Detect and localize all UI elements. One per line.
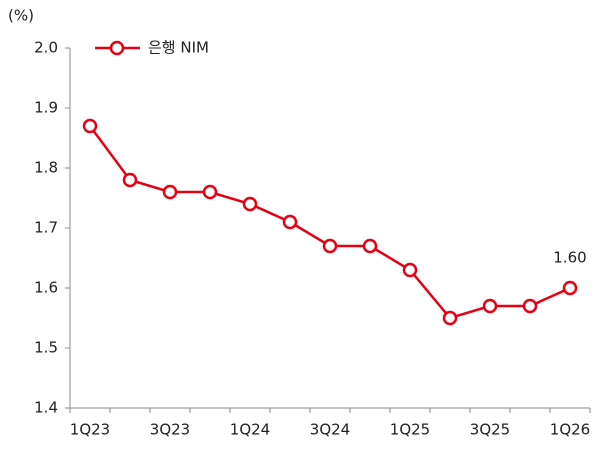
point: [82, 118, 98, 134]
point: [442, 310, 458, 326]
data-label: 1.60: [553, 249, 586, 267]
point: [162, 184, 178, 200]
point: [402, 262, 418, 278]
legend-label: 은행 NIM: [148, 39, 209, 57]
point: [242, 196, 258, 212]
series-line: [88, 125, 571, 320]
x-tick-label: 1Q24: [230, 421, 270, 439]
x-tick-label: 1Q26: [550, 421, 590, 439]
point: [482, 298, 498, 314]
point: [522, 298, 538, 314]
y-tick-label: 1.6: [34, 279, 58, 297]
x-tick-label: 1Q23: [70, 421, 110, 439]
x-tick-label: 3Q23: [150, 421, 190, 439]
y-tick-label: 1.8: [34, 159, 58, 177]
legend-marker: [109, 40, 125, 56]
point: [562, 280, 578, 296]
y-tick-label: 1.5: [34, 339, 58, 357]
x-tick-label: 3Q24: [310, 421, 350, 439]
point: [322, 238, 338, 254]
point: [282, 214, 298, 230]
x-tick-label: 1Q25: [390, 421, 430, 439]
x-tick-label: 3Q25: [470, 421, 510, 439]
y-tick-label: 1.4: [34, 399, 58, 417]
point: [202, 184, 218, 200]
y-tick-label: 2.0: [34, 39, 58, 57]
point: [362, 238, 378, 254]
point: [122, 172, 138, 188]
y-axis-label: (%): [8, 7, 34, 25]
y-tick-label: 1.9: [34, 99, 58, 117]
y-tick-label: 1.7: [34, 219, 58, 237]
